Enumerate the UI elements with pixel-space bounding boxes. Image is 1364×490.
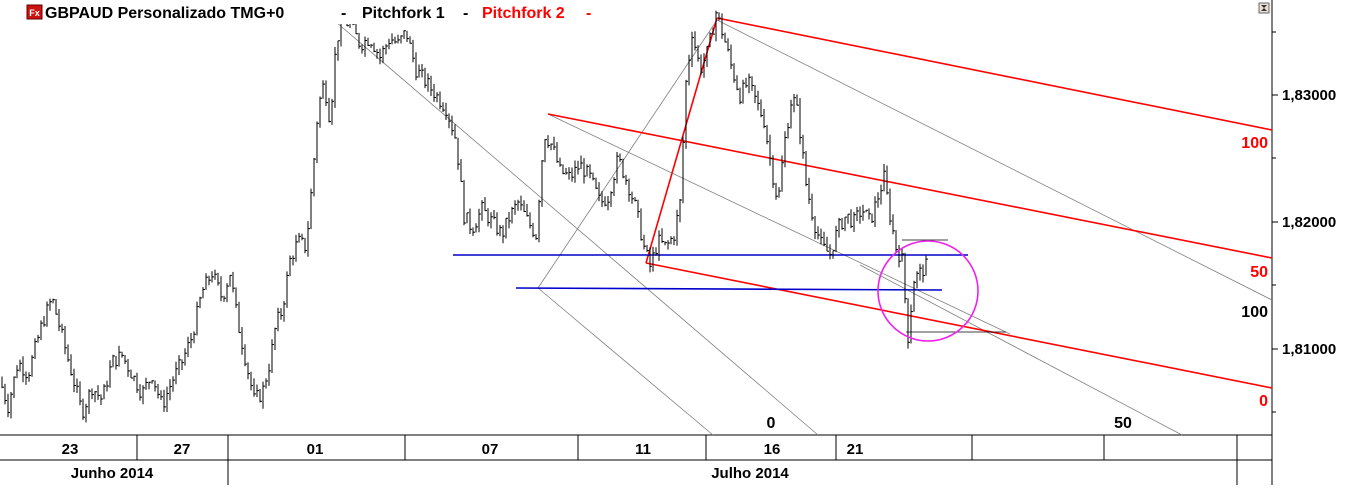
scale-handle-icon[interactable] [1258,2,1270,14]
pitchfork-1-label-0: 0 [767,415,776,432]
day-tick-07: 07 [482,441,499,458]
header-background [0,0,600,24]
day-tick-16: 16 [764,441,781,458]
fx-icon: Fx [26,4,43,20]
day-tick-11: 11 [635,441,651,458]
study-label-pitchfork-2[interactable]: Pitchfork 2 [482,5,565,22]
month-label-june: Junho 2014 [71,465,154,482]
pitchfork-1[interactable] [335,19,1273,436]
chart-title: GBPAUD Personalizado TMG+0 [45,5,284,22]
day-tick-21: 21 [847,441,864,458]
time-axis-separators [136,435,1238,485]
day-tick-27: 27 [174,441,191,458]
price-tick-182000: 1,82000 [1282,214,1336,231]
price-series [1,8,928,423]
header-separator-3: - [586,5,591,22]
header-separator-2: - [463,5,468,22]
pitchfork-2-level-0: 0 [1259,393,1268,410]
header-separator: - [341,5,346,22]
pitchfork-2[interactable] [547,17,1273,389]
highlight-circle[interactable] [877,240,979,342]
price-axis [1272,31,1278,413]
pitchfork-1-label-50: 50 [1114,415,1132,432]
pitchfork-2-level-100: 100 [1241,135,1268,152]
svg-text:Fx: Fx [29,8,40,18]
study-label-pitchfork-1[interactable]: Pitchfork 1 [362,5,445,22]
price-tick-181000: 1,81000 [1282,341,1336,358]
pitchfork-2-level-50: 50 [1250,264,1268,281]
pitchfork-1-level-100: 100 [1241,304,1268,321]
price-tick-183000: 1,83000 [1282,87,1336,104]
day-tick-01: 01 [307,441,324,458]
day-tick-23: 23 [62,441,79,458]
month-label-july: Julho 2014 [711,465,789,482]
